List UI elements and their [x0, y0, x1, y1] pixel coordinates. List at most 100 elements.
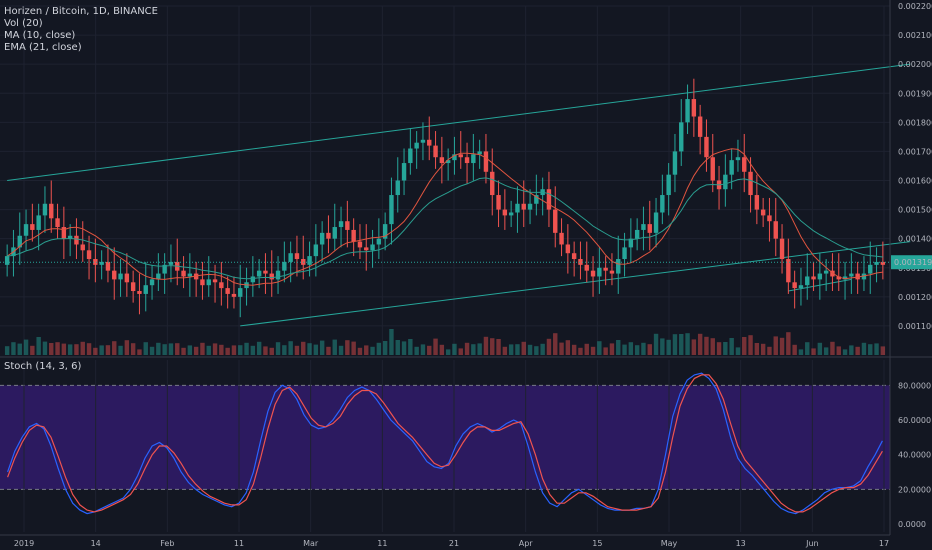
- candle-body: [597, 267, 602, 277]
- volume-bar: [256, 341, 262, 355]
- candle-body: [357, 241, 363, 248]
- candle-body: [653, 212, 659, 233]
- stoch-tick-label: 40.0000: [898, 451, 931, 460]
- volume-bar: [338, 345, 344, 355]
- time-tick-label: May: [661, 539, 678, 548]
- volume-bar: [559, 342, 564, 355]
- candle-body: [823, 270, 829, 274]
- volume-bar: [653, 333, 659, 355]
- candle-body: [42, 203, 48, 216]
- volume-bar: [49, 343, 54, 355]
- volume-bar: [225, 347, 230, 355]
- candle-body: [427, 139, 432, 146]
- candle-body: [294, 253, 300, 260]
- volume-bar: [175, 343, 180, 355]
- volume-bars: [4, 329, 886, 355]
- trendlines[interactable]: [7, 63, 911, 327]
- time-tick-label: Feb: [160, 539, 174, 548]
- volume-bar: [697, 333, 703, 355]
- candle-body: [729, 160, 734, 175]
- candle-body: [338, 221, 344, 228]
- ma-line: [6, 148, 883, 286]
- volume-bar: [294, 345, 300, 355]
- candle-body: [817, 273, 823, 280]
- candle-body: [710, 157, 715, 181]
- candle-body: [565, 244, 571, 254]
- volume-bar: [137, 349, 142, 355]
- candle-body: [458, 154, 463, 158]
- volume-bar: [313, 344, 319, 355]
- candle-body: [370, 244, 375, 251]
- candle-body: [332, 227, 337, 239]
- candle-body: [590, 270, 596, 277]
- volume-bar: [420, 344, 426, 355]
- candle-body: [282, 261, 287, 271]
- candle-body: [250, 276, 256, 283]
- volume-bar: [830, 341, 835, 355]
- time-tick-label: Jun: [805, 539, 819, 548]
- volume-bar: [389, 329, 394, 355]
- candle-body: [263, 270, 268, 274]
- candle-body: [527, 203, 533, 210]
- candle-body: [672, 151, 678, 175]
- volume-bar: [181, 347, 186, 355]
- current-price-tag: [891, 255, 932, 270]
- candle-body: [483, 151, 489, 172]
- volume-bar: [527, 344, 533, 355]
- volume-bar: [263, 346, 268, 355]
- candle-body: [842, 276, 848, 280]
- candle-body: [162, 264, 167, 274]
- time-tick-label: Apr: [519, 539, 534, 548]
- candle-body: [754, 195, 760, 210]
- stoch-tick-label: 20.0000: [898, 485, 931, 494]
- volume-bar: [779, 337, 785, 355]
- candle-body: [420, 139, 426, 143]
- volume-bar: [149, 346, 155, 355]
- time-tick-label: 2019: [14, 539, 34, 548]
- volume-bar: [452, 343, 457, 355]
- trendline: [240, 241, 911, 327]
- volume-bar: [716, 342, 722, 355]
- volume-bar: [93, 347, 98, 355]
- volume-bar: [672, 334, 678, 355]
- candle-body: [30, 224, 35, 230]
- candle-body: [452, 154, 457, 161]
- volume-bar: [521, 341, 526, 355]
- candle-body: [439, 157, 445, 164]
- candle-body: [225, 288, 230, 294]
- candle-body: [855, 273, 860, 280]
- time-tick-label: 11: [377, 539, 387, 548]
- volume-bar: [200, 342, 205, 355]
- volume-bar: [74, 344, 79, 355]
- candle-body: [641, 224, 646, 230]
- candle-body: [395, 180, 400, 196]
- volume-bar: [811, 348, 816, 355]
- volume-bar: [162, 344, 167, 355]
- volume-bar: [67, 344, 73, 355]
- candle-body: [36, 215, 41, 230]
- volume-bar: [861, 342, 867, 355]
- candle-body: [723, 174, 728, 190]
- candle-body: [105, 261, 111, 271]
- volume-bar: [187, 345, 193, 355]
- candle-body: [130, 282, 136, 292]
- volume-bar: [30, 345, 35, 355]
- volume-bar: [792, 344, 797, 355]
- volume-bar: [4, 346, 10, 355]
- ema-line: [7, 177, 883, 280]
- volume-bar: [710, 338, 715, 355]
- candle-body: [471, 154, 476, 164]
- volume-bar: [584, 343, 589, 355]
- volume-bar: [823, 347, 829, 355]
- time-tick-label: 21: [449, 539, 459, 548]
- candle-body: [351, 229, 356, 242]
- candle-body: [23, 224, 29, 236]
- candle-body: [691, 99, 697, 117]
- candle-body: [477, 151, 482, 155]
- time-tick-label: Mar: [303, 539, 319, 548]
- candle-body: [4, 256, 10, 265]
- volume-bar: [490, 338, 495, 355]
